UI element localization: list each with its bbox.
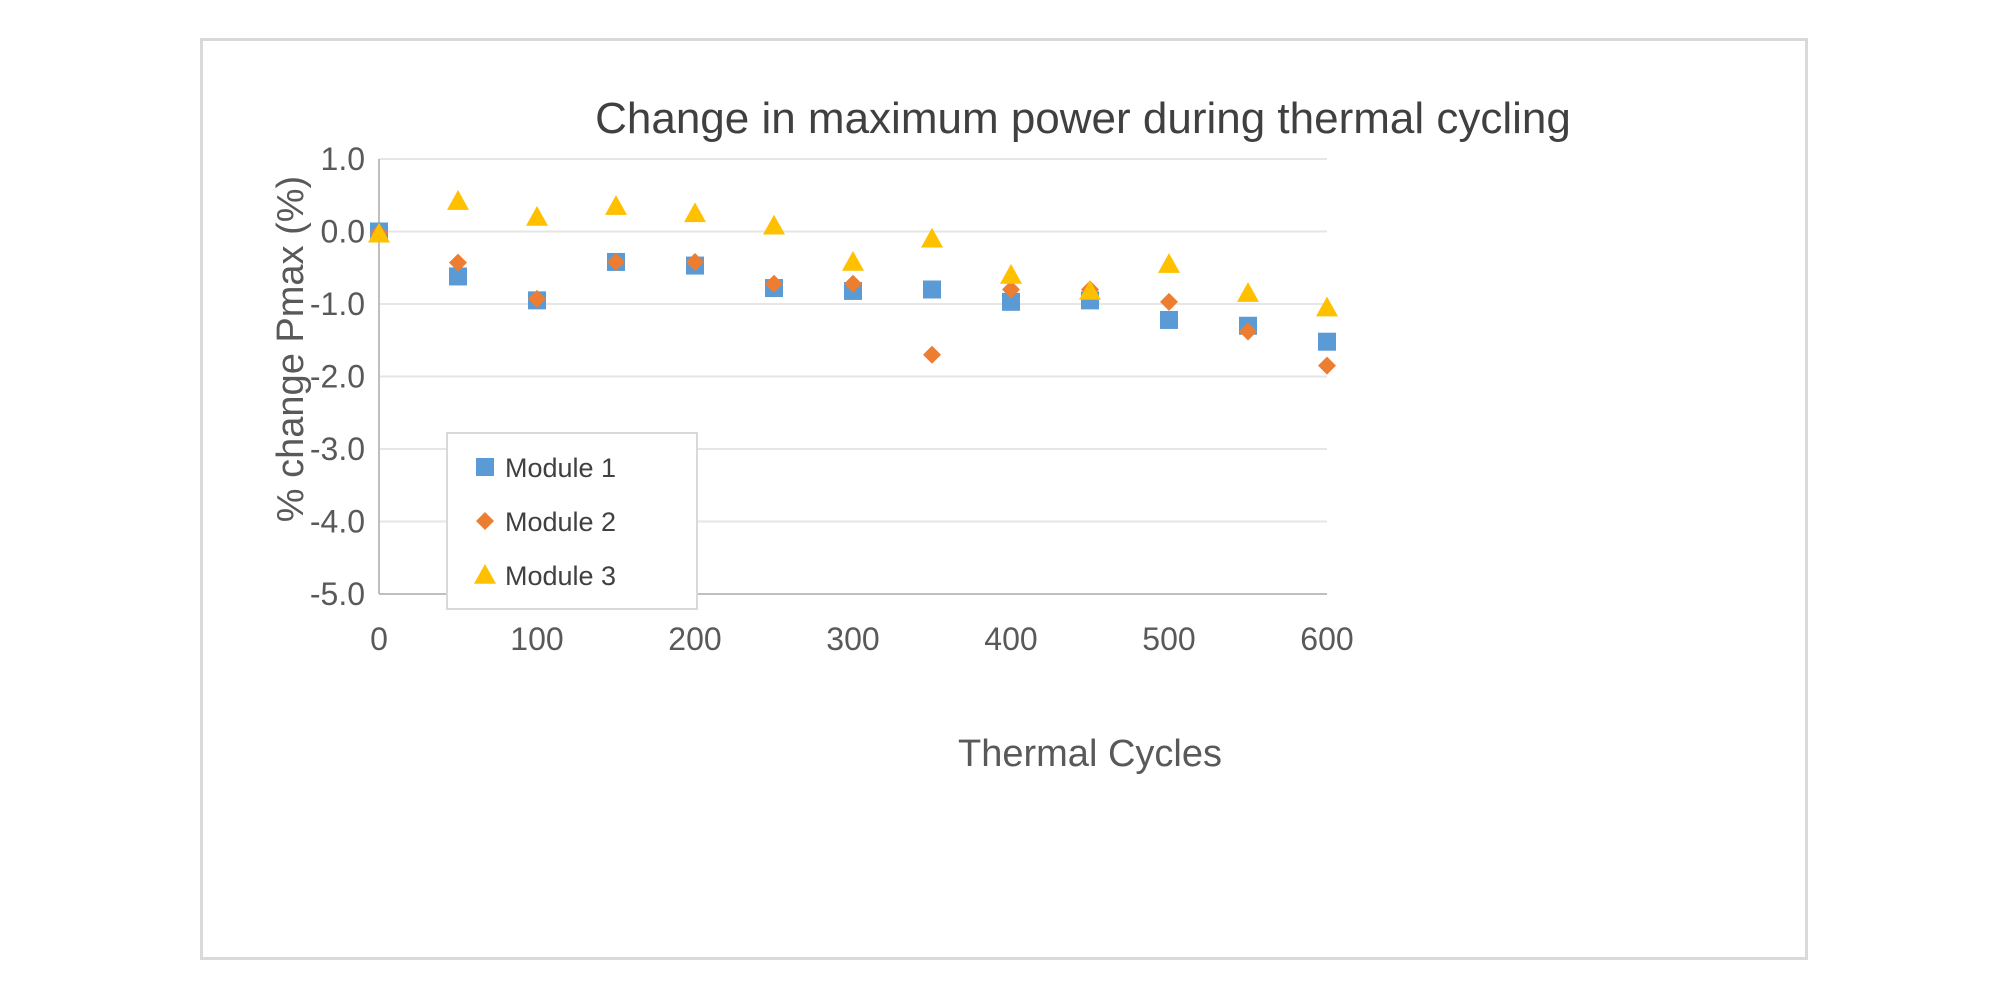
- data-point: [1160, 292, 1178, 311]
- chart-frame: Change in maximum power during thermal c…: [200, 38, 1808, 960]
- data-point: [605, 195, 627, 215]
- data-point: [1002, 292, 1020, 311]
- data-point: [923, 345, 941, 364]
- data-point: [528, 289, 546, 308]
- data-point: [1316, 296, 1338, 317]
- data-point: [1318, 356, 1336, 375]
- x-tick-label: 400: [984, 621, 1037, 657]
- legend-label: Module 2: [505, 507, 616, 537]
- legend-marker: [476, 512, 494, 530]
- data-point: [1318, 332, 1336, 351]
- data-point: [1160, 310, 1178, 329]
- legend-marker: [474, 564, 496, 584]
- y-tick-label: 1.0: [321, 141, 365, 177]
- data-point: [921, 227, 943, 248]
- y-tick-label: -4.0: [310, 504, 365, 540]
- data-point: [449, 267, 467, 286]
- legend: Module 1 Module 2 Module 3: [446, 432, 698, 610]
- data-point: [447, 190, 469, 210]
- data-point: [1158, 253, 1180, 273]
- data-point: [763, 214, 785, 235]
- y-tick-label: -3.0: [310, 431, 365, 467]
- data-point: [686, 252, 704, 271]
- data-point: [684, 202, 706, 223]
- y-tick-label: -1.0: [310, 286, 365, 322]
- y-tick-label: -2.0: [310, 359, 365, 395]
- legend-label: Module 1: [505, 453, 616, 483]
- x-tick-label: 300: [826, 621, 879, 657]
- x-tick-label: 0: [370, 621, 388, 657]
- data-point: [844, 274, 862, 293]
- data-point: [923, 280, 941, 299]
- series-3: [368, 190, 1338, 317]
- x-axis-label: Thermal Cycles: [958, 733, 1222, 775]
- data-point: [1002, 280, 1020, 299]
- tick-labels: 1.0 0.0 -1.0 -2.0 -3.0 -4.0 -5.00 100 200 300 400 5…: [310, 141, 1354, 657]
- data-point: [1000, 264, 1022, 284]
- data-point: [765, 274, 783, 293]
- y-tick-label: -5.0: [310, 576, 365, 612]
- data-point: [526, 206, 548, 226]
- data-point: [1079, 279, 1101, 300]
- data-points: [368, 190, 1338, 375]
- y-axis-label: % change Pmax (%): [270, 176, 312, 522]
- x-tick-label: 100: [510, 621, 563, 657]
- x-tick-label: 200: [668, 621, 721, 657]
- data-point: [368, 222, 390, 243]
- x-tick-label: 600: [1300, 621, 1353, 657]
- data-point: [1239, 322, 1257, 341]
- y-tick-label: 0.0: [321, 214, 365, 250]
- chart-title: Change in maximum power during thermal c…: [595, 94, 1571, 143]
- legend-label: Module 3: [505, 561, 616, 591]
- data-point: [607, 252, 625, 271]
- scatter-chart: Change in maximum power during thermal c…: [270, 94, 1571, 775]
- data-point: [1237, 282, 1259, 302]
- legend-marker: [476, 458, 494, 476]
- data-point: [842, 250, 864, 271]
- x-tick-label: 500: [1142, 621, 1195, 657]
